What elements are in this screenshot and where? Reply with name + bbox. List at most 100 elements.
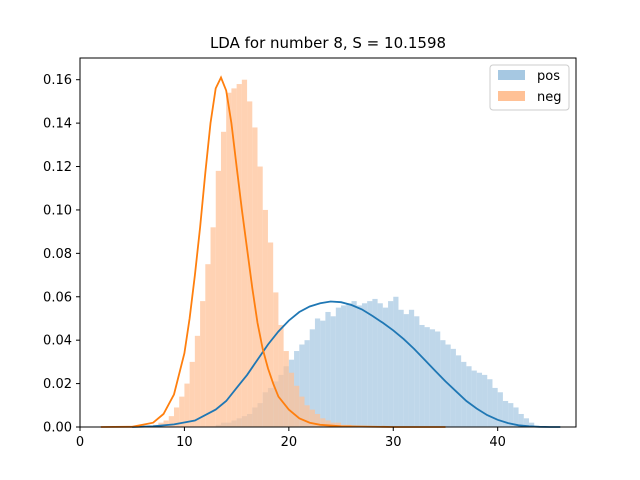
kde-line-neg	[100, 75, 446, 428]
hist-bar-neg	[278, 324, 284, 427]
hist-bar-pos	[518, 413, 524, 427]
kde-curves	[100, 75, 561, 428]
hist-bar-pos	[414, 316, 420, 427]
y-tick-label: 0.16	[43, 73, 72, 88]
hist-bar-pos	[471, 370, 477, 427]
y-tick-label: 0.10	[43, 203, 72, 218]
hist-bar-pos	[367, 301, 373, 427]
hist-bar-pos	[513, 407, 519, 427]
hist-bar-pos	[346, 303, 352, 427]
chart-title: LDA for number 8, S = 10.1598	[210, 34, 446, 52]
hist-bar-pos	[523, 418, 530, 427]
x-tick-label: 10	[176, 435, 193, 450]
hist-bar-pos	[388, 301, 394, 427]
hist-bar-neg	[200, 301, 206, 427]
hist-bar-pos	[382, 307, 389, 427]
hist-bar-pos	[377, 303, 383, 427]
hist-bar-pos	[429, 329, 436, 427]
hist-bar-pos	[398, 309, 404, 427]
hist-bar-pos	[466, 366, 472, 427]
y-axis-ticks: 0.00 0.02 0.04 0.06 0.08 0.10 0.12 0.14 0.16	[43, 73, 80, 436]
hist-bar-pos	[299, 344, 305, 427]
legend: pos neg	[489, 64, 570, 111]
legend-swatch-neg	[498, 91, 525, 101]
hist-bar-pos	[487, 379, 493, 427]
y-tick-label: 0.04	[43, 334, 72, 349]
hist-bar-pos	[424, 327, 430, 427]
hist-bar-neg	[173, 407, 180, 427]
hist-bar-neg	[283, 351, 289, 427]
hist-bar-pos	[435, 331, 441, 427]
hist-bar-pos	[502, 400, 509, 427]
hist-bar-neg	[294, 385, 300, 427]
hist-bar-neg	[236, 84, 242, 427]
hist-bar-neg	[335, 422, 342, 427]
hist-bar-pos	[372, 298, 378, 427]
x-tick-label: 30	[385, 435, 402, 450]
hist-bar-pos	[476, 372, 483, 427]
hist-bar-pos	[492, 387, 498, 427]
hist-bar-neg	[304, 405, 310, 427]
x-tick-label: 0	[76, 435, 84, 450]
hist-bar-neg	[179, 396, 185, 427]
hist-bar-pos	[529, 422, 535, 427]
hist-bar-neg	[231, 88, 237, 427]
hist-bar-neg	[210, 227, 216, 427]
hist-bar-neg	[288, 372, 295, 427]
hist-bar-pos	[419, 324, 425, 427]
y-tick-label: 0.14	[43, 117, 72, 132]
hist-bar-neg	[257, 166, 263, 427]
hist-bar-neg	[226, 92, 232, 428]
y-tick-label: 0.12	[43, 160, 72, 175]
hist-bar-pos	[309, 329, 315, 427]
hist-bar-pos	[497, 392, 503, 427]
kde-line-pos	[132, 300, 561, 428]
hist-bar-neg	[314, 413, 321, 427]
hist-bar-pos	[461, 361, 467, 427]
histogram-bars	[153, 79, 535, 428]
hist-bar-pos	[393, 296, 399, 427]
hist-bar-pos	[304, 340, 310, 427]
plot-area-frame	[79, 57, 577, 428]
y-tick-label: 0.06	[43, 290, 72, 305]
hist-bar-pos	[325, 311, 331, 427]
hist-bar-neg	[267, 242, 274, 427]
hist-bar-neg	[168, 416, 174, 427]
hist-bar-neg	[205, 264, 211, 427]
hist-bar-neg	[252, 127, 258, 427]
hist-bar-pos	[440, 340, 446, 427]
legend-label-neg: neg	[537, 90, 562, 105]
hist-bar-pos	[408, 309, 415, 427]
y-tick-label: 0.00	[43, 421, 72, 436]
hist-bar-neg	[215, 170, 221, 427]
hist-bar-neg	[320, 418, 326, 427]
legend-swatch-pos	[498, 70, 525, 80]
hist-bar-neg	[262, 209, 268, 427]
hist-bar-pos	[351, 301, 357, 427]
hist-bar-pos	[508, 403, 514, 427]
hist-bar-pos	[314, 318, 321, 427]
hist-bar-neg	[194, 335, 201, 427]
hist-bar-neg	[241, 79, 248, 428]
y-tick-label: 0.02	[43, 377, 72, 392]
hist-bar-neg	[325, 420, 331, 427]
hist-bar-neg	[299, 396, 305, 427]
hist-bar-neg	[184, 383, 190, 427]
hist-bar-pos	[335, 307, 342, 427]
hist-bar-pos	[482, 374, 488, 427]
y-tick-label: 0.08	[43, 247, 72, 262]
hist-bar-pos	[445, 344, 451, 427]
hist-bar-neg	[330, 422, 336, 427]
hist-bar-neg	[163, 420, 169, 427]
hist-bar-pos	[320, 320, 326, 427]
x-tick-label: 20	[281, 435, 298, 450]
hist-bar-pos	[330, 316, 336, 427]
hist-bar-neg	[273, 292, 279, 427]
hist-bar-neg	[189, 361, 195, 427]
hist-bar-pos	[455, 355, 462, 427]
hist-bar-pos	[361, 303, 368, 427]
legend-label-pos: pos	[537, 69, 560, 84]
hist-bar-pos	[403, 314, 409, 427]
hist-bar-pos	[341, 305, 347, 427]
